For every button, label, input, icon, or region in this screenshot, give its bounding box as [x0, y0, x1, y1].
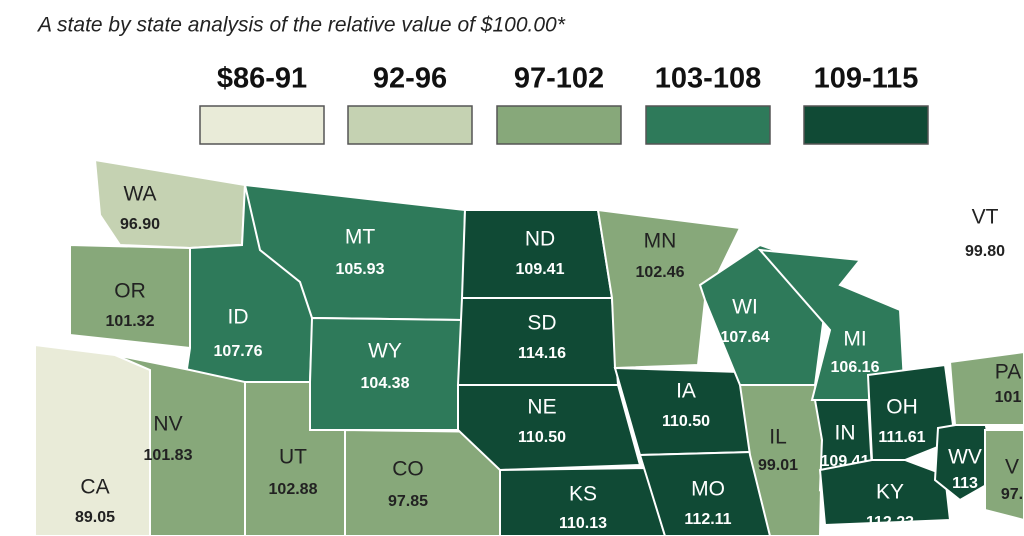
state	[457, 384, 642, 472]
state	[984, 429, 1024, 522]
state-value: 109.41	[516, 261, 565, 278]
state-abbr: MI	[843, 328, 866, 351]
state	[309, 316, 464, 431]
state-abbr: KY	[876, 481, 904, 504]
legend-swatch	[347, 105, 473, 145]
state-abbr: NV	[153, 413, 182, 436]
state-value: 89.05	[75, 509, 115, 526]
state-abbr: WA	[123, 183, 156, 206]
state-value: 110.50	[662, 413, 710, 430]
state	[114, 354, 246, 536]
state-abbr: VT	[972, 206, 999, 229]
state-abbr: WY	[368, 340, 402, 363]
state-abbr: MT	[345, 226, 375, 249]
state-abbr: IN	[835, 422, 856, 445]
state-value: 97.	[1001, 486, 1023, 503]
state-value: 101.32	[106, 313, 155, 330]
state-value: 104.38	[361, 375, 410, 392]
state-value: 105.93	[336, 261, 385, 278]
state-value: 97.85	[388, 493, 428, 510]
state-abbr: IA	[676, 380, 696, 403]
state	[948, 350, 1024, 426]
state-value: 113	[952, 475, 978, 492]
state-value: 107.64	[721, 329, 770, 346]
state-value: 112.23	[866, 514, 914, 531]
state	[93, 158, 247, 250]
state-value: 110.50	[518, 429, 566, 446]
state-value: 96.90	[120, 216, 160, 233]
legend-label: 97-102	[514, 63, 604, 95]
state-abbr: UT	[279, 446, 307, 469]
state	[638, 450, 782, 536]
state-value: 112.11	[684, 511, 731, 528]
state-abbr: CO	[392, 458, 424, 481]
state-value: 107.76	[214, 343, 263, 360]
subtitle: A state by state analysis of the relativ…	[36, 14, 566, 37]
state	[34, 343, 151, 536]
state-value: 110.13	[559, 515, 607, 532]
state-value: 99.01	[758, 457, 798, 474]
legend-label: $86-91	[217, 63, 307, 95]
state-abbr: OH	[886, 396, 918, 419]
legend-label: 109-115	[814, 63, 919, 95]
state-abbr: V	[1005, 456, 1019, 479]
state	[596, 208, 742, 370]
state-value: 106.16	[831, 359, 880, 376]
state-value: 101.83	[144, 447, 193, 464]
legend-swatch	[199, 105, 325, 145]
state-abbr: KS	[569, 483, 597, 506]
state	[757, 248, 907, 401]
state-value: 101	[995, 389, 1022, 406]
state	[866, 363, 957, 461]
state-abbr: WV	[948, 446, 982, 469]
state-value: 102.46	[636, 264, 685, 281]
legend-swatch	[496, 105, 622, 145]
state	[499, 466, 667, 536]
legend-swatch	[645, 105, 771, 145]
state-abbr: ID	[228, 306, 249, 329]
state-abbr: OR	[114, 280, 146, 303]
state-value: 99.80	[965, 243, 1005, 260]
state-abbr: SD	[527, 312, 556, 335]
legend-label: 103-108	[655, 63, 761, 95]
state-abbr: IL	[769, 426, 787, 449]
state-abbr: WI	[732, 296, 758, 319]
state-value: 111.61	[878, 429, 925, 446]
state-value: 114.16	[518, 345, 566, 362]
state	[344, 428, 501, 536]
state-value: 102.88	[269, 481, 318, 498]
state-abbr: ND	[525, 228, 555, 251]
state	[460, 209, 614, 299]
legend-swatch	[803, 105, 929, 145]
state-abbr: MN	[644, 230, 677, 253]
legend-label: 92-96	[373, 63, 447, 95]
state-abbr: PA	[995, 361, 1021, 384]
state-abbr: MO	[691, 478, 725, 501]
state-abbr: CA	[80, 476, 109, 499]
state-abbr: NE	[527, 396, 556, 419]
